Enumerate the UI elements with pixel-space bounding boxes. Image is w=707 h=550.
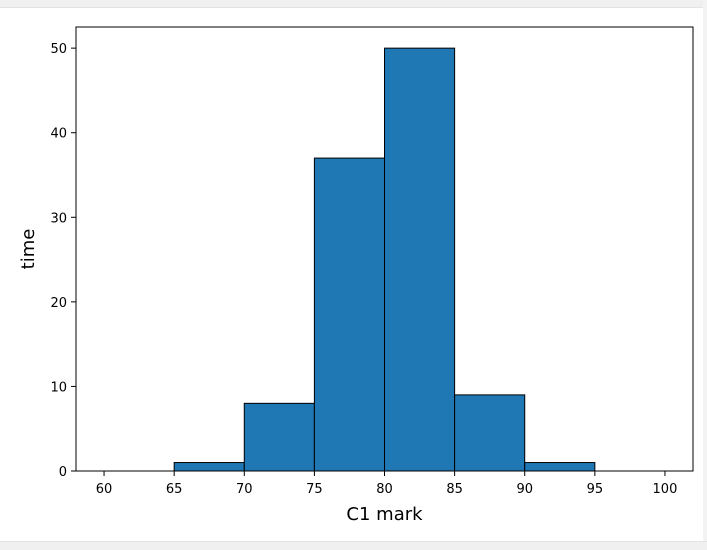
y-tick-label-40: 40	[50, 127, 67, 142]
histogram-bar-85-90	[454, 394, 526, 472]
top-toolbar-strip	[0, 0, 707, 8]
x-tick-label-95: 95	[587, 482, 604, 497]
histogram-bar-65-70	[173, 462, 245, 472]
bars-group	[173, 47, 596, 472]
histogram-bar-90-95	[524, 462, 596, 472]
y-tick-label-50: 50	[50, 42, 67, 57]
y-axis-label: time	[18, 229, 39, 270]
y-tick-label-0: 0	[59, 465, 67, 480]
histogram-bar-70-75	[243, 402, 315, 472]
right-scrollbar-strip	[703, 0, 707, 549]
x-tick-label-60: 60	[96, 482, 113, 497]
y-axis-ticks: 0 10 20 30 40 50	[50, 42, 76, 480]
x-axis-ticks: 60 65 70 75 80 85 90 95 100	[96, 471, 678, 497]
x-tick-label-100: 100	[653, 482, 678, 497]
bottom-status-strip	[0, 541, 707, 550]
x-tick-label-90: 90	[516, 482, 533, 497]
x-tick-label-70: 70	[236, 482, 253, 497]
y-tick-label-20: 20	[50, 296, 67, 311]
histogram-bar-80-85	[384, 47, 456, 472]
x-axis-label: C1 mark	[346, 504, 423, 525]
x-tick-label-75: 75	[306, 482, 323, 497]
y-tick-label-30: 30	[50, 211, 67, 226]
x-tick-label-85: 85	[446, 482, 463, 497]
y-tick-label-10: 10	[50, 380, 67, 395]
x-tick-label-65: 65	[166, 482, 183, 497]
histogram-bar-75-80	[313, 157, 385, 472]
x-tick-label-80: 80	[376, 482, 393, 497]
